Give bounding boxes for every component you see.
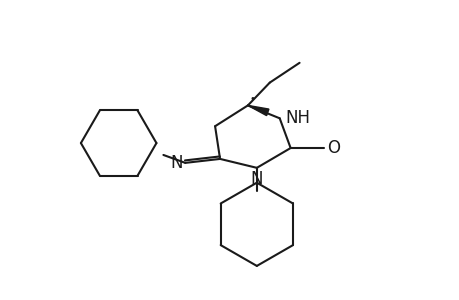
Text: O: O bbox=[327, 139, 340, 157]
Text: NH: NH bbox=[285, 109, 310, 127]
Text: •: • bbox=[249, 94, 255, 104]
Polygon shape bbox=[247, 105, 269, 116]
Text: N: N bbox=[250, 170, 263, 188]
Text: N: N bbox=[170, 154, 183, 172]
